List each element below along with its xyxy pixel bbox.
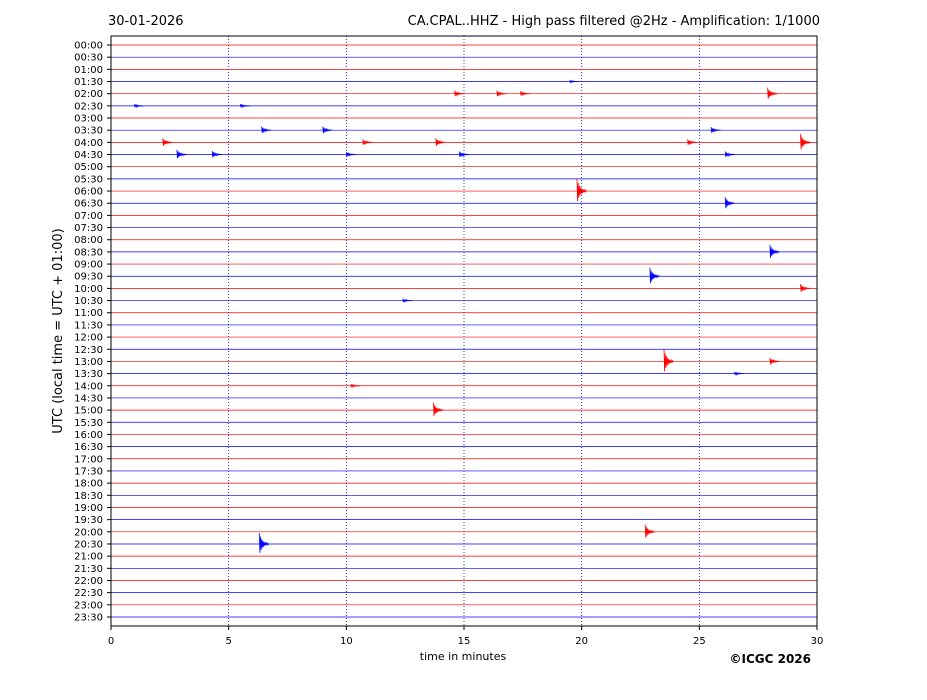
seismic-event <box>134 103 145 109</box>
x-tick-label: 10 <box>340 636 353 647</box>
y-tick-label: 20:30 <box>74 539 103 550</box>
seismic-event <box>435 138 446 146</box>
seismic-event <box>576 178 587 202</box>
seismic-event <box>211 150 222 158</box>
y-tick-label: 11:00 <box>74 308 103 319</box>
x-tick-label: 25 <box>693 636 706 647</box>
plot-frame <box>110 35 818 627</box>
y-tick-label: 18:00 <box>74 479 103 490</box>
x-tick-label: 20 <box>575 636 588 647</box>
seismic-event <box>769 357 780 365</box>
x-tick-label: 5 <box>225 636 231 647</box>
y-tick-label: 21:30 <box>74 564 103 575</box>
y-tick-label: 19:00 <box>74 503 103 514</box>
seismic-event <box>258 532 270 553</box>
y-tick-label: 06:00 <box>74 187 103 198</box>
seismic-event <box>176 149 187 159</box>
seismic-event <box>240 103 251 109</box>
y-tick-label: 02:00 <box>74 89 103 100</box>
y-tick-label: 05:00 <box>74 162 103 173</box>
seismic-event <box>496 90 507 97</box>
seismic-event <box>569 79 580 84</box>
y-tick-label: 15:00 <box>74 406 103 417</box>
seismic-event <box>345 151 357 157</box>
seismic-event <box>663 349 674 372</box>
seismic-event <box>261 126 272 134</box>
y-tick-label: 01:00 <box>74 65 103 76</box>
y-tick-label: 12:00 <box>74 333 103 344</box>
date: 30-01-2026 <box>108 14 184 29</box>
y-tick-label: 16:00 <box>74 430 103 441</box>
y-tick-label: 17:30 <box>74 466 103 477</box>
y-tick-label: 02:30 <box>74 101 103 112</box>
y-tick-label: 21:00 <box>74 552 103 563</box>
y-tick-label: 04:00 <box>74 138 103 149</box>
y-tick-label: 10:30 <box>74 296 103 307</box>
y-tick-label: 18:30 <box>74 491 103 502</box>
y-tick-label: 08:00 <box>74 235 103 246</box>
seismic-event <box>454 90 465 97</box>
y-tick-label: 09:30 <box>74 272 103 283</box>
y-tick-label: 00:00 <box>74 41 103 52</box>
seismic-event <box>687 139 698 146</box>
seismic-event <box>710 127 721 133</box>
seismic-event <box>644 524 656 538</box>
y-tick-label: 04:30 <box>74 150 103 161</box>
seismic-event <box>458 151 470 158</box>
y-tick-label: 17:00 <box>74 454 103 465</box>
seismic-event <box>162 138 173 146</box>
y-tick-label: 12:30 <box>74 345 103 356</box>
seismic-event <box>362 139 373 146</box>
y-tick-label: 10:00 <box>74 284 103 295</box>
y-tick-label: 08:30 <box>74 247 103 258</box>
copyright: ©ICGC 2026 <box>729 652 811 666</box>
y-axis-label: UTC (local time = UTC + 01:00) <box>51 228 66 433</box>
y-tick-label: 06:30 <box>74 199 103 210</box>
y-tick-label: 22:00 <box>74 576 103 587</box>
seismic-event <box>402 298 413 303</box>
y-tick-label: 00:30 <box>74 53 103 64</box>
seismic-event <box>734 371 745 376</box>
x-tick-label: 30 <box>811 636 824 647</box>
y-tick-label: 16:30 <box>74 442 103 453</box>
y-tick-label: 13:30 <box>74 369 103 380</box>
y-tick-label: 03:00 <box>74 114 103 125</box>
y-tick-label: 14:30 <box>74 393 103 404</box>
y-tick-label: 09:00 <box>74 260 103 271</box>
x-tick-label: 15 <box>458 636 471 647</box>
seismic-event <box>350 383 361 389</box>
seismic-event <box>520 91 531 96</box>
seismic-event <box>724 151 735 158</box>
y-tick-label: 03:30 <box>74 126 103 137</box>
y-tick-label: 19:30 <box>74 515 103 526</box>
seismic-event <box>800 133 811 150</box>
y-tick-label: 11:30 <box>74 320 103 331</box>
x-axis-label: time in minutes <box>420 650 507 663</box>
x-tick-label: 0 <box>108 636 114 647</box>
seismic-event <box>649 267 660 284</box>
seismic-event <box>769 244 780 258</box>
y-tick-label: 14:00 <box>74 381 103 392</box>
y-tick-label: 22:30 <box>74 588 103 599</box>
y-tick-label: 07:30 <box>74 223 103 234</box>
y-tick-label: 05:30 <box>74 174 103 185</box>
seismic-event <box>724 197 736 209</box>
chart-title: CA.CPAL..HHZ - High pass filtered @2Hz -… <box>408 14 820 29</box>
seismic-event <box>767 87 778 99</box>
y-tick-label: 13:00 <box>74 357 103 368</box>
y-tick-label: 23:30 <box>74 613 103 624</box>
y-tick-label: 20:00 <box>74 527 103 538</box>
seismic-event <box>322 126 333 134</box>
seismic-event <box>800 284 811 292</box>
y-tick-label: 15:30 <box>74 418 103 429</box>
y-tick-label: 01:30 <box>74 77 103 88</box>
seismic-event <box>433 402 444 417</box>
y-tick-label: 23:00 <box>74 600 103 611</box>
y-tick-label: 07:00 <box>74 211 103 222</box>
